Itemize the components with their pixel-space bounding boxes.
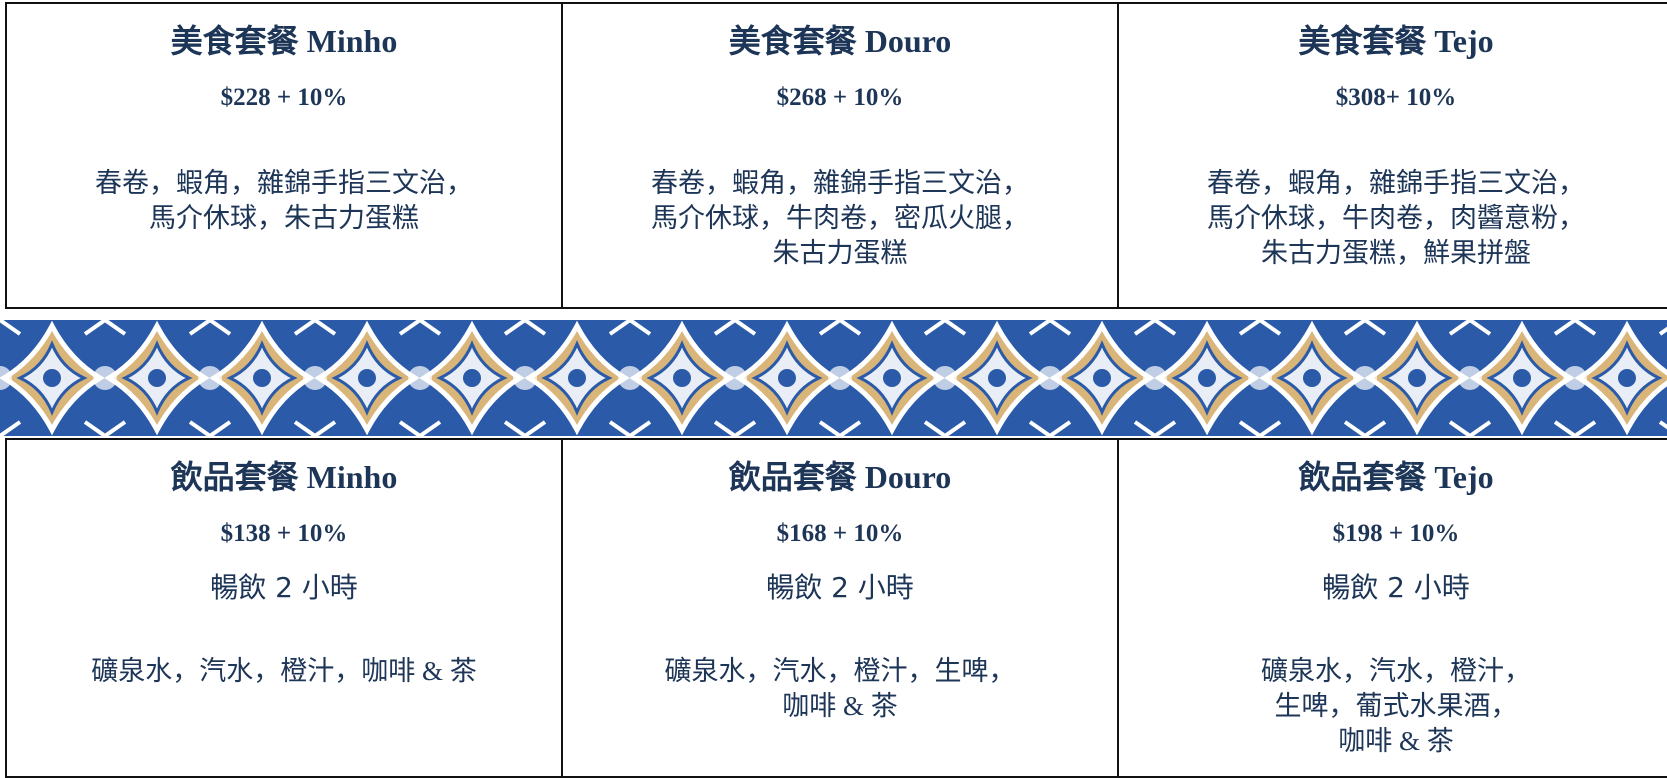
item-line: 礦泉水，汽水，橙汁，生啤， — [664, 656, 1016, 686]
package-cell: 飲品套餐 Tejo $198 + 10% 暢飲 2 小時礦泉水，汽水，橙汁， 生啤，葡… — [1119, 440, 1667, 776]
item-line: 馬介休球，牛肉卷，肉醬意粉， — [1207, 203, 1585, 233]
item-line: 春卷，蝦角，雜錦手指三文治， — [95, 168, 473, 198]
package-price: $268 + 10% — [776, 84, 904, 111]
package-price: $228 + 10% — [220, 84, 348, 111]
item-line: 朱古力蛋糕 — [772, 238, 908, 268]
item-line: 朱古力蛋糕，鮮果拼盤 — [1261, 238, 1531, 268]
package-title: 美食套餐 Minho — [170, 23, 398, 59]
package-items: 礦泉水，汽水，橙汁，咖啡 & 茶 — [7, 654, 561, 689]
package-title: 美食套餐 Douro — [728, 23, 952, 59]
package-title: 飲品套餐 Minho — [170, 459, 398, 495]
package-duration: 暢飲 2 小時 — [210, 571, 358, 604]
package-items: 春卷，蝦角，雜錦手指三文治， 馬介休球，朱古力蛋糕 — [7, 166, 561, 236]
item-line: 馬介休球，牛肉卷，密瓜火腿， — [651, 203, 1029, 233]
item-line: 咖啡 & 茶 — [782, 691, 898, 721]
package-title: 飲品套餐 Tejo — [1298, 459, 1494, 495]
item-line: 生啤，葡式水果酒， — [1274, 691, 1518, 721]
package-title: 飲品套餐 Douro — [728, 459, 952, 495]
package-cell: 美食套餐 Minho $228 + 10% 春卷，蝦角，雜錦手指三文治， 馬介休球，朱… — [7, 4, 563, 307]
package-cell: 飲品套餐 Minho $138 + 10% 暢飲 2 小時礦泉水，汽水，橙汁，咖啡 … — [7, 440, 563, 776]
item-line: 春卷，蝦角，雜錦手指三文治， — [1207, 168, 1585, 198]
item-line: 馬介休球，朱古力蛋糕 — [149, 203, 419, 233]
package-price: $308+ 10% — [1335, 84, 1457, 111]
package-title: 美食套餐 Tejo — [1298, 23, 1494, 59]
meal-row: 美食套餐 Minho $228 + 10% 春卷，蝦角，雜錦手指三文治， 馬介休球，朱… — [5, 2, 1667, 309]
package-items: 春卷，蝦角，雜錦手指三文治， 馬介休球，牛肉卷，密瓜火腿， 朱古力蛋糕 — [563, 166, 1117, 271]
package-price: $168 + 10% — [776, 520, 904, 547]
package-price: $198 + 10% — [1332, 520, 1460, 547]
item-line: 春卷，蝦角，雜錦手指三文治， — [651, 168, 1029, 198]
item-line: 礦泉水，汽水，橙汁， — [1261, 656, 1531, 686]
package-duration: 暢飲 2 小時 — [1322, 571, 1470, 604]
drink-row: 飲品套餐 Minho $138 + 10% 暢飲 2 小時 礦泉水，汽水，橙汁，咖啡 … — [5, 438, 1667, 778]
package-items: 礦泉水，汽水，橙汁，生啤， 咖啡 & 茶 — [563, 654, 1117, 724]
package-cell: 美食套餐 Douro $268 + 10% 春卷，蝦角，雜錦手指三文治， 馬介休球，牛… — [563, 4, 1119, 307]
package-items: 春卷，蝦角，雜錦手指三文治， 馬介休球，牛肉卷，肉醬意粉， 朱古力蛋糕，鮮果拼盤 — [1119, 166, 1667, 271]
item-line: 礦泉水，汽水，橙汁，咖啡 & 茶 — [91, 656, 477, 686]
package-price: $138 + 10% — [220, 520, 348, 547]
package-cell: 飲品套餐 Douro $168 + 10% 暢飲 2 小時礦泉水，汽水，橙汁，生啤，… — [563, 440, 1119, 776]
package-items: 礦泉水，汽水，橙汁， 生啤，葡式水果酒， 咖啡 & 茶 — [1119, 654, 1667, 759]
package-cell: 美食套餐 Tejo $308+ 10% 春卷，蝦角，雜錦手指三文治， 馬介休球，牛肉卷… — [1119, 4, 1667, 307]
package-duration: 暢飲 2 小時 — [766, 571, 914, 604]
item-line: 咖啡 & 茶 — [1338, 726, 1454, 756]
tile-band — [0, 320, 1667, 436]
